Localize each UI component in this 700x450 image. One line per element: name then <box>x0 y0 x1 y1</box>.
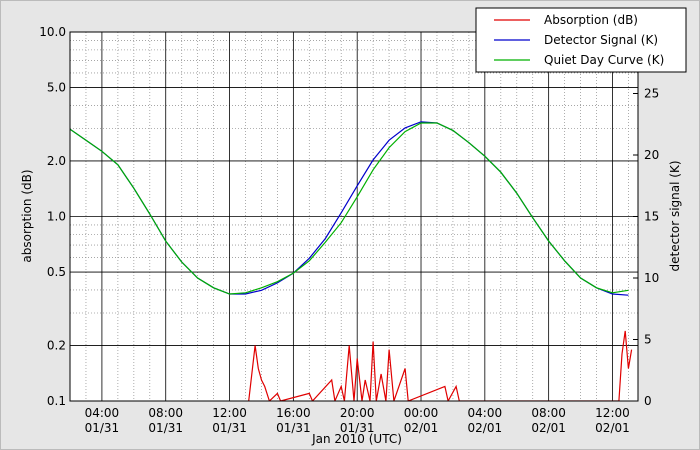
y2-tick-label: 5 <box>644 333 652 347</box>
x-tick-label: 01/31 <box>212 421 247 435</box>
y-tick-label: 10.0 <box>39 25 66 39</box>
x-tick-label: 04:00 <box>85 406 120 420</box>
y-tick-label: 0.5 <box>47 265 66 279</box>
x-tick-label: 01/31 <box>276 421 311 435</box>
y-tick-label: 0.1 <box>47 394 66 408</box>
legend-label: Absorption (dB) <box>544 13 638 27</box>
x-tick-label: 01/31 <box>85 421 120 435</box>
legend-label: Quiet Day Curve (K) <box>544 53 664 67</box>
y2-axis-label: detector signal (K) <box>668 160 682 271</box>
x-tick-label: 01/31 <box>340 421 375 435</box>
x-tick-label: 02/01 <box>595 421 630 435</box>
y2-tick-label: 10 <box>644 271 659 285</box>
y-tick-label: 5.0 <box>47 81 66 95</box>
y-tick-label: 0.2 <box>47 338 66 352</box>
y-axis-label: absorption (dB) <box>20 169 34 262</box>
y2-tick-label: 15 <box>644 210 659 224</box>
x-tick-label: 20:00 <box>340 406 375 420</box>
x-axis-label: Jan 2010 (UTC) <box>311 432 402 446</box>
legend: Absorption (dB) Detector Signal (K) Quiet … <box>475 7 687 73</box>
x-tick-label: 16:00 <box>276 406 311 420</box>
series-line <box>70 122 629 295</box>
x-tick-label: 12:00 <box>212 406 247 420</box>
grid <box>70 31 638 402</box>
series-line <box>248 330 633 401</box>
x-tick-label: 01/31 <box>148 421 183 435</box>
y-tick-label: 1.0 <box>47 210 66 224</box>
x-tick-label: 08:00 <box>531 406 566 420</box>
x-tick-label: 02/01 <box>404 421 439 435</box>
y2-tick-label: 25 <box>644 87 659 101</box>
x-tick-label: 08:00 <box>148 406 183 420</box>
x-tick-label: 02/01 <box>531 421 566 435</box>
x-tick-label: 02/01 <box>468 421 503 435</box>
y2-tick-label: 20 <box>644 148 659 162</box>
y-tick-label: 2.0 <box>47 154 66 168</box>
y2-tick-label: 0 <box>644 394 652 408</box>
x-tick-label: 00:00 <box>404 406 439 420</box>
legend-label: Detector Signal (K) <box>544 33 658 47</box>
x-tick-label: 04:00 <box>468 406 503 420</box>
x-tick-label: 12:00 <box>595 406 630 420</box>
lines <box>70 121 633 401</box>
